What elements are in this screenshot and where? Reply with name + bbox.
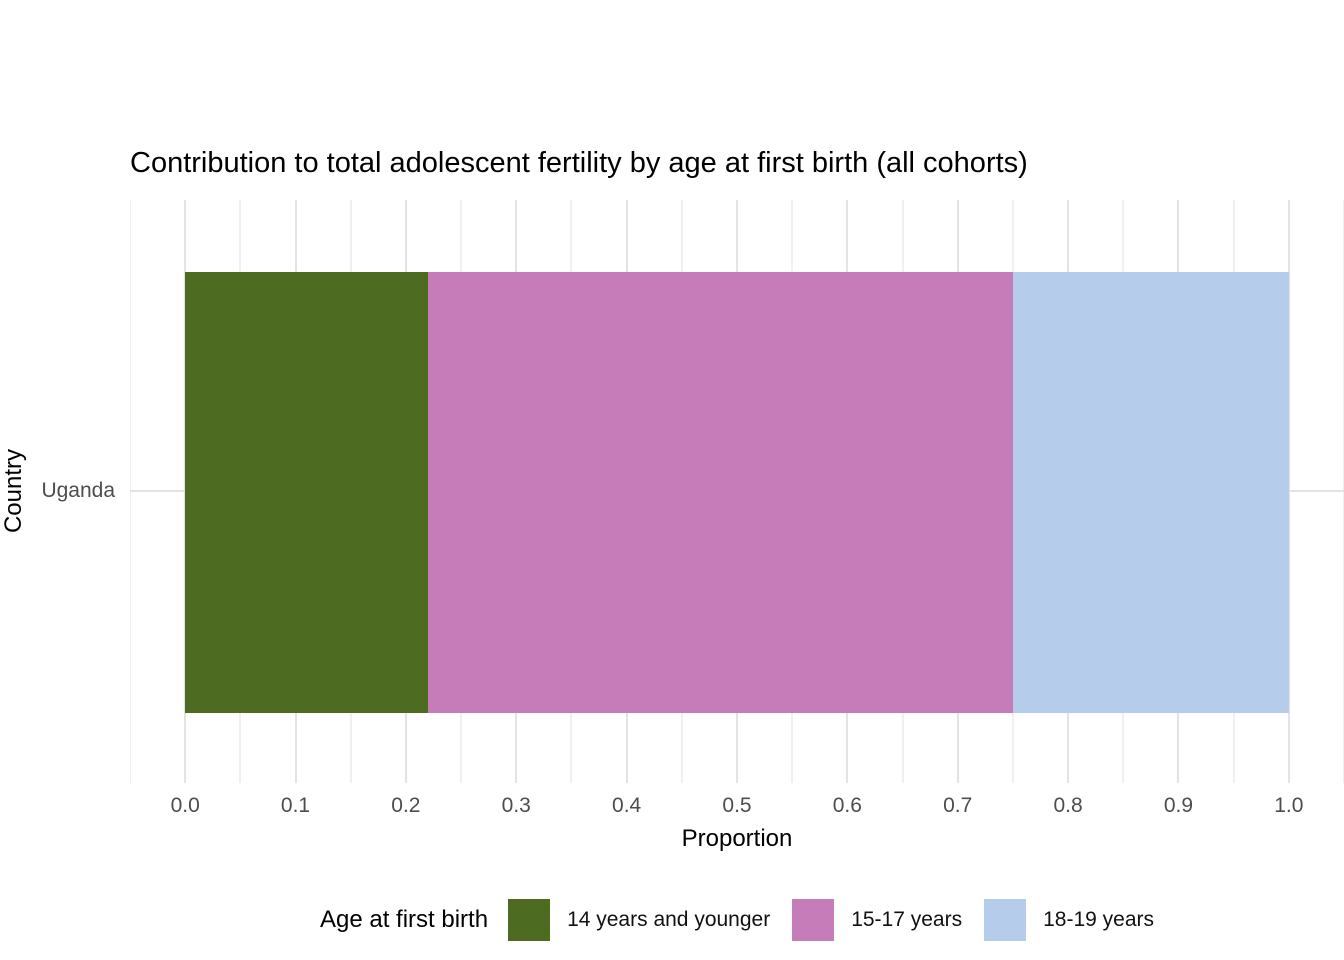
bar-segment-15-17-years [427,272,1013,713]
x-axis-tick-labels: 0.0 0.1 0.2 0.3 0.4 0.5 0.6 0.7 0.8 0.9 1.0 [0,794,1344,820]
x-tick-label-0.9: 0.9 [1163,794,1194,817]
plot-panel [130,200,1344,783]
legend: Age at first birth 14 years and younger 1… [130,892,1344,948]
legend-items: 14 years and younger 15-17 years 18-19 yea… [508,899,1154,941]
y-tick-label-uganda: Uganda [41,479,115,502]
x-tick-label-0.0: 0.0 [170,794,200,817]
legend-label: 14 years and younger [567,908,771,931]
bar-segment-18-19-years [1012,272,1289,713]
x-tick-label-0.2: 0.2 [391,794,421,817]
x-tick-label-0.7: 0.7 [943,794,973,817]
legend-item: 14 years and younger [508,899,770,941]
x-tick-label-0.4: 0.4 [612,794,642,817]
x-axis-title: Proportion [681,825,793,852]
chart-title: Contribution to total adolescent fertili… [130,147,1028,179]
x-tick-label-1.0: 1.0 [1274,794,1304,817]
legend-swatch-icon [984,899,1027,941]
stacked-bar-uganda [185,272,1289,713]
legend-swatch-icon [792,899,835,941]
x-tick-label-0.1: 0.1 [280,794,311,817]
legend-item: 18-19 years [984,899,1154,941]
legend-swatch-icon [508,899,551,941]
x-tick-label-0.6: 0.6 [832,794,862,817]
legend-item: 15-17 years [792,899,962,941]
x-tick-label-0.8: 0.8 [1053,794,1083,817]
legend-title: Age at first birth [319,906,489,933]
legend-label: 15-17 years [851,908,963,931]
legend-label: 18-19 years [1043,908,1155,931]
x-tick-label-0.5: 0.5 [722,794,752,817]
bar-segment-14-years-and-younger [185,272,428,713]
x-tick-label-0.3: 0.3 [501,794,531,817]
